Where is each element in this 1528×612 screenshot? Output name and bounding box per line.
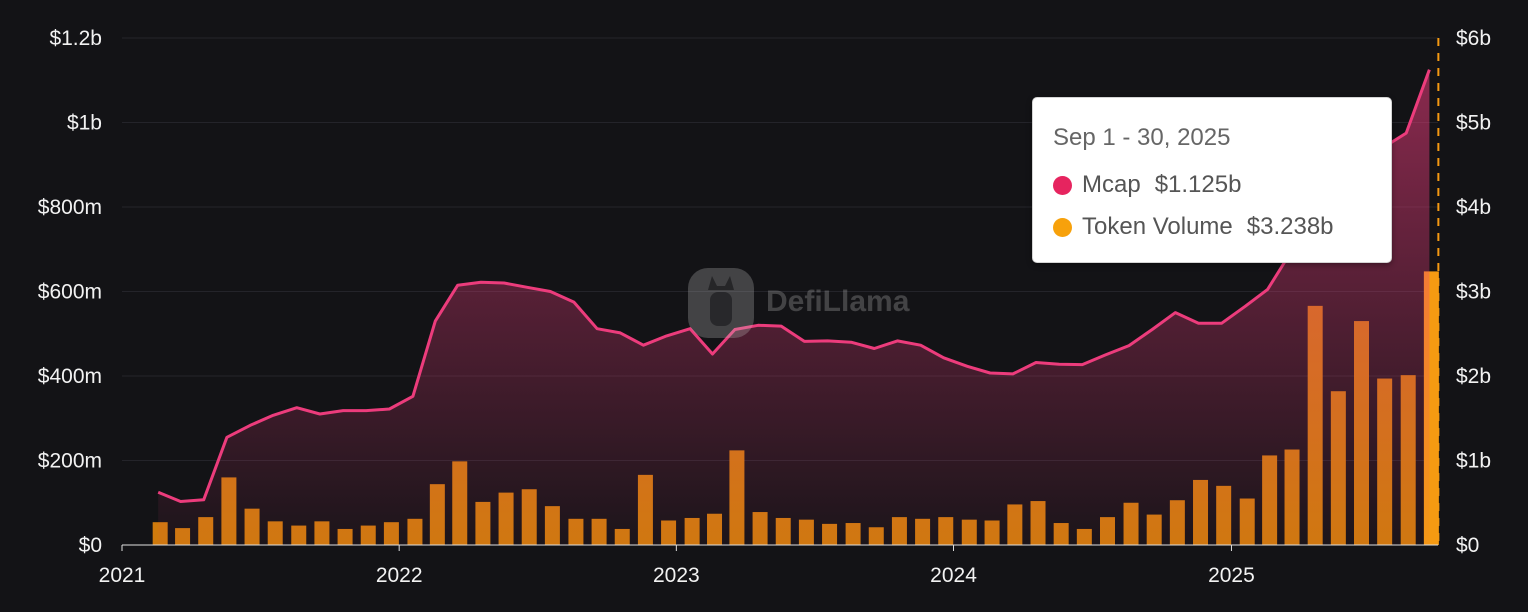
watermark-text: DefiLlama (766, 285, 910, 318)
llama-logo-icon (688, 268, 754, 338)
axes: $0 $200m $400m $600m $800m $1b $1.2b $0 $1b $2b $3… (38, 27, 1491, 587)
y-right-tick-label: $6b (1456, 27, 1491, 50)
y-left-tick-label: $400m (38, 365, 102, 388)
y-left-tick-label: $200m (38, 450, 102, 473)
defillama-watermark: DefiLlama (686, 262, 909, 342)
x-tick-label: 2023 (653, 564, 700, 587)
y-right-tick-label: $1b (1456, 450, 1491, 473)
y-right-tick-label: $3b (1456, 281, 1491, 304)
tooltip-series-value: $1.125b (1154, 171, 1242, 198)
y-right-tick-label: $0 (1456, 534, 1479, 557)
mcap-area (157, 69, 1431, 545)
x-tick-label: 2025 (1208, 564, 1255, 587)
mcap-line (157, 69, 1431, 503)
y-right-tick-label: $4b (1456, 196, 1491, 219)
tooltip-title: Sep 1 - 30, 2025 (1053, 124, 1231, 151)
tooltip-row-mcap: Mcap $1.125b (1053, 164, 1391, 206)
tooltip-series-name: Token Volume (1082, 213, 1233, 240)
x-tick-label: 2022 (376, 564, 423, 587)
y-left-tick-label: $600m (38, 281, 102, 304)
tooltip-series-value: $3.238b (1246, 213, 1334, 240)
x-tick-label: 2021 (99, 564, 146, 587)
chart-tooltip: Sep 1 - 30, 2025 Mcap $1.125b Token Volu… (1032, 97, 1392, 263)
mcap-dot-icon (1053, 175, 1072, 195)
y-right-tick-label: $5b (1456, 112, 1491, 135)
y-right-tick-label: $2b (1456, 365, 1491, 388)
mcap-area-fill (158, 69, 1430, 545)
y-left-tick-label: $1b (67, 112, 102, 135)
y-left-tick-label: $1.2b (49, 27, 102, 50)
tooltip-series-name: Mcap (1082, 171, 1141, 198)
y-left-tick-label: $800m (38, 196, 102, 219)
y-left-tick-label: $0 (79, 534, 102, 557)
token-volume-dot-icon (1053, 217, 1072, 237)
x-tick-label: 2024 (930, 564, 977, 587)
tooltip-row-token-volume: Token Volume $3.238b (1053, 206, 1391, 248)
